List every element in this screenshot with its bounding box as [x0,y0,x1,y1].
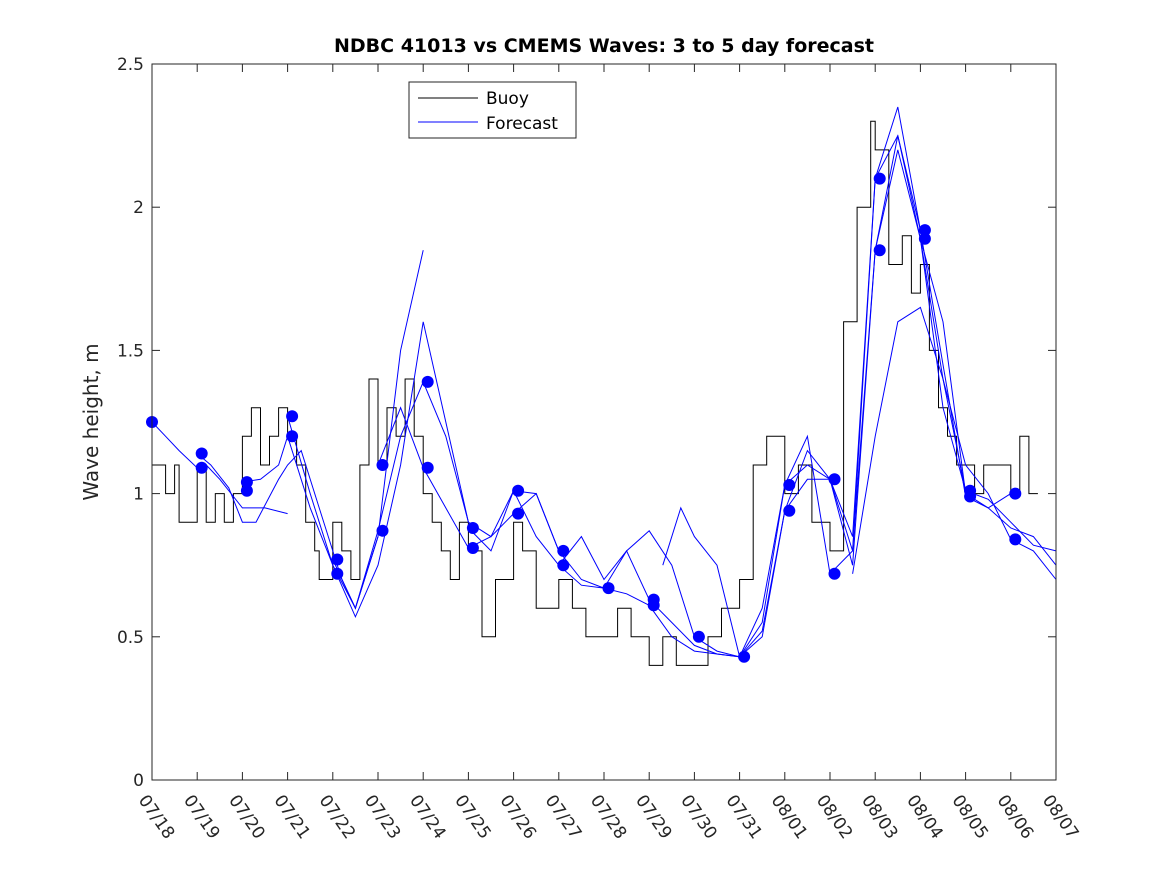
y-tick-label: 0 [133,771,144,791]
forecast-marker [783,504,796,517]
forecast-marker [647,599,660,612]
forecast-marker [557,559,570,572]
forecast-line-17 [852,306,1057,580]
forecast-marker [240,484,253,497]
forecast-marker [557,544,570,557]
y-tick-label: 1 [133,485,144,505]
y-tick-label: 2 [133,198,144,218]
forecast-marker [918,224,931,237]
forecast-line-4 [287,321,469,619]
legend-box [408,81,577,139]
legend-label-buoy: Buoy [486,89,529,109]
forecast-marker [286,410,299,423]
y-tick-label: 2.5 [117,55,144,75]
forecast-marker [331,553,344,566]
y-axis-label: Wave height, m [79,343,103,500]
forecast-markers [146,172,1022,663]
forecast-marker [873,172,886,185]
forecast-marker [286,430,299,443]
forecast-line-19 [919,238,1057,552]
legend: Buoy Forecast [408,81,577,139]
forecast-marker [466,522,479,534]
forecast-marker [421,461,434,474]
forecast-marker [1009,487,1022,500]
forecast-marker [376,459,389,471]
forecast-marker [828,567,841,580]
forecast-marker [964,490,977,503]
forecast-marker [1009,533,1022,546]
forecast-marker [421,375,434,388]
chart-title: NDBC 41013 vs CMEMS Waves: 3 to 5 day fo… [334,35,874,57]
forecast-marker [466,542,479,554]
forecast-marker [828,473,841,486]
forecast-line-7 [468,489,605,589]
y-axis: 0 0.5 1 1.5 2 2.5 [117,55,1056,791]
forecast-line-3 [242,250,424,610]
forecast-marker [240,476,253,489]
forecast-marker [783,479,796,491]
plot-area [146,63,1057,781]
forecast-line-8 [513,490,650,606]
legend-label-forecast: Forecast [486,114,558,134]
y-tick-label: 1.5 [117,341,144,361]
forecast-marker [918,232,931,245]
forecast-marker [331,567,344,580]
axes-box [151,63,1057,781]
buoy-series [152,120,1038,666]
forecast-marker [195,461,208,474]
forecast-line-11 [648,484,786,658]
forecast-marker [873,244,886,257]
forecast-marker [692,630,705,643]
forecast-marker [602,582,615,595]
buoy-line [152,120,1038,666]
y-tick-label: 0.5 [117,628,144,648]
forecast-marker [376,524,389,537]
forecast-marker [738,650,751,663]
forecast-marker [512,484,525,497]
forecast-marker [195,447,208,460]
forecast-marker [512,507,525,520]
